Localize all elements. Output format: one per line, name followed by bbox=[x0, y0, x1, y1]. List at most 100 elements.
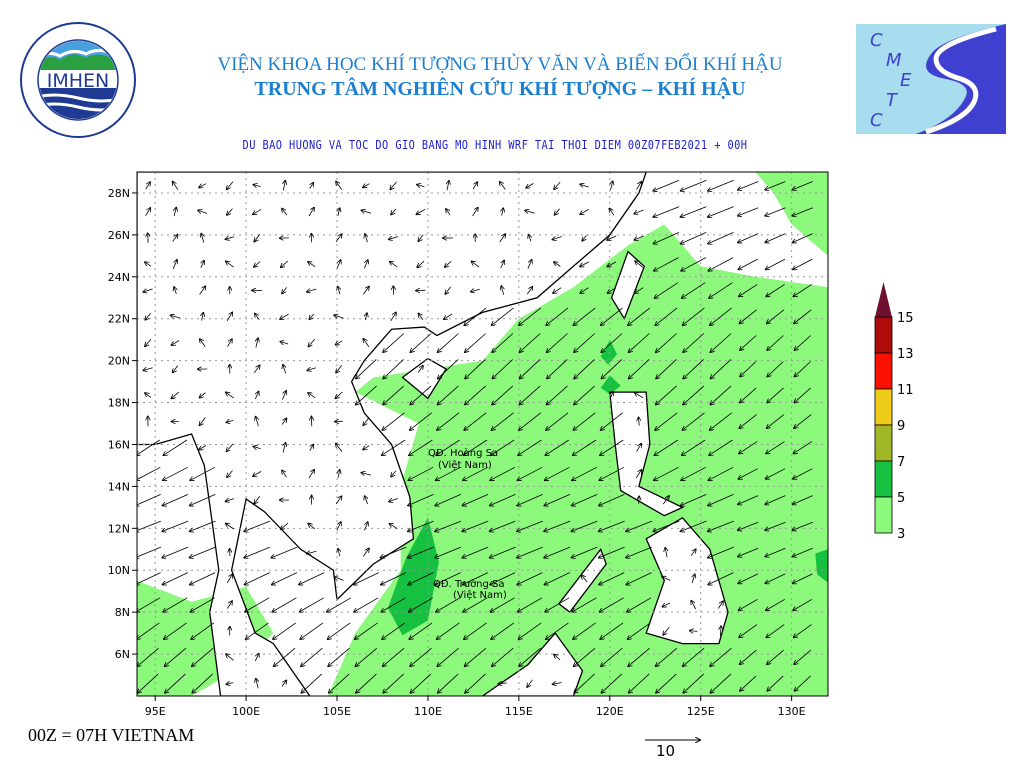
wind-arrow bbox=[408, 520, 434, 531]
wind-arrow bbox=[501, 260, 504, 269]
wind-arrow bbox=[552, 237, 562, 240]
wind-arrow bbox=[336, 182, 343, 190]
wind-arrow bbox=[527, 260, 532, 269]
wind-arrow bbox=[681, 232, 707, 243]
wind-arrow bbox=[600, 622, 624, 639]
lon-tick-label: 120E bbox=[596, 705, 624, 718]
wind-arrow bbox=[492, 385, 514, 405]
wind-arrow bbox=[517, 520, 543, 531]
wind-arrow bbox=[500, 182, 506, 190]
wind-arrow bbox=[490, 466, 516, 480]
wind-arrow bbox=[437, 647, 459, 666]
wind-arrow bbox=[794, 335, 811, 351]
center-title: TRUNG TÂM NGHIÊN CỨU KHÍ TƯỢNG – KHÍ HẬU bbox=[254, 78, 746, 100]
wind-arrow bbox=[418, 314, 424, 320]
legend-swatch bbox=[874, 316, 893, 354]
wind-arrow bbox=[739, 414, 757, 429]
wind-arrow bbox=[545, 466, 570, 480]
wind-arrow bbox=[490, 597, 515, 612]
wind-arrow bbox=[601, 673, 623, 693]
wind-arrow bbox=[327, 597, 352, 612]
wind-arrow bbox=[607, 261, 617, 267]
wind-arrow bbox=[328, 622, 351, 639]
wind-arrow bbox=[435, 494, 461, 505]
wind-arrow bbox=[635, 287, 644, 294]
wind-arrow bbox=[629, 673, 650, 693]
wind-arrow bbox=[738, 258, 758, 269]
wind-arrow bbox=[653, 520, 680, 531]
imhen-logo: IMHEN bbox=[20, 22, 136, 138]
wind-arrow bbox=[138, 673, 159, 693]
wind-arrow bbox=[334, 315, 344, 318]
wind-arrow bbox=[492, 359, 513, 378]
wind-arrow bbox=[708, 572, 734, 585]
wind-arrow bbox=[582, 234, 587, 241]
wind-arrow bbox=[190, 572, 216, 585]
wind-arrow bbox=[766, 624, 785, 638]
wind-arrow bbox=[710, 673, 732, 693]
wind-arrow bbox=[738, 547, 759, 556]
wind-arrow bbox=[792, 521, 813, 530]
wind-arrow bbox=[417, 185, 425, 187]
wind-arrow bbox=[137, 439, 160, 455]
wind-arrow bbox=[417, 366, 423, 373]
wind-arrow bbox=[199, 445, 207, 450]
truong-sa-line1: QĐ. Trường Sa bbox=[433, 578, 505, 590]
wind-arrow bbox=[282, 287, 287, 293]
wind-arrow bbox=[629, 333, 650, 353]
lon-tick-label: 105E bbox=[323, 705, 351, 718]
wind-arrow bbox=[163, 466, 188, 480]
wind-arrow bbox=[628, 307, 651, 325]
wind-arrow bbox=[554, 181, 561, 189]
wind-arrow bbox=[740, 675, 757, 691]
color-legend: 15 13 11 9 7 5 3 bbox=[874, 282, 914, 542]
wind-arrow bbox=[281, 680, 286, 687]
wind-arrow bbox=[438, 359, 459, 378]
wind-arrow bbox=[355, 622, 378, 639]
wind-arrow bbox=[165, 647, 187, 666]
lon-tick-label: 95E bbox=[145, 705, 166, 718]
wind-arrow bbox=[710, 412, 732, 430]
wind-arrow bbox=[491, 622, 515, 639]
wind-arrow bbox=[145, 208, 151, 217]
wind-arrow bbox=[254, 261, 261, 268]
wind-arrow bbox=[336, 340, 343, 345]
wind-arrow bbox=[190, 546, 216, 558]
svg-text:E: E bbox=[900, 70, 912, 91]
wind-arrow bbox=[200, 417, 206, 425]
wind-arrow bbox=[436, 597, 461, 612]
wind-arrow bbox=[410, 673, 432, 693]
wind-arrow bbox=[382, 439, 406, 455]
wind-arrow bbox=[692, 574, 695, 584]
wind-arrow bbox=[335, 496, 342, 505]
wind-arrow bbox=[336, 364, 343, 373]
wind-arrow bbox=[628, 647, 650, 666]
wind-arrow bbox=[409, 597, 434, 612]
wind-arrow bbox=[766, 468, 786, 479]
wind-arrow bbox=[525, 210, 535, 213]
wind-arrow bbox=[739, 309, 757, 324]
wind-arrow bbox=[519, 307, 542, 325]
wind-arrow bbox=[738, 573, 759, 584]
wind-arrow bbox=[766, 284, 785, 296]
wind-arrow bbox=[609, 208, 615, 216]
wind-arrow bbox=[329, 673, 350, 693]
wind-arrow bbox=[629, 359, 650, 378]
wind-arrow bbox=[710, 647, 732, 666]
wind-arrow bbox=[227, 208, 233, 215]
wind-arrow bbox=[465, 385, 486, 405]
wind-arrow bbox=[363, 183, 370, 188]
wind-arrow bbox=[553, 683, 562, 685]
land-outline bbox=[610, 250, 646, 321]
wind-arrow bbox=[336, 444, 343, 452]
wind-arrow bbox=[580, 209, 589, 214]
wind-arrow bbox=[390, 262, 398, 268]
wind-arrow bbox=[465, 647, 487, 666]
wind-arrow bbox=[767, 361, 784, 377]
wind-arrow bbox=[654, 466, 679, 480]
wind-arrow bbox=[628, 622, 651, 639]
wind-arrow bbox=[163, 572, 188, 585]
wind-arrow bbox=[683, 673, 704, 693]
wind-arrow bbox=[683, 385, 705, 405]
